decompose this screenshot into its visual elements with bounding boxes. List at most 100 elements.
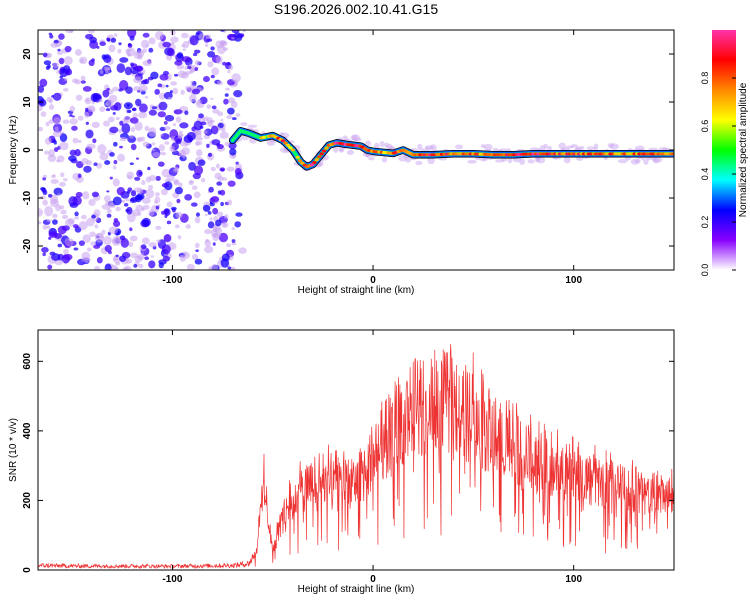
noise-point — [40, 186, 46, 191]
noise-point — [130, 126, 136, 133]
noise-point — [94, 265, 100, 270]
noise-point — [210, 119, 215, 123]
noise-point — [62, 178, 68, 182]
noise-point — [165, 84, 169, 88]
noise-point — [96, 256, 103, 264]
noise-point — [57, 225, 67, 235]
noise-point — [167, 96, 172, 100]
noise-point — [47, 264, 53, 270]
noise-point — [92, 138, 97, 144]
snr-x-ticks: -100 0 100 — [162, 330, 582, 585]
noise-point — [186, 263, 195, 270]
noise-point — [68, 155, 77, 162]
noise-point — [212, 108, 220, 114]
noise-point — [99, 41, 106, 47]
noise-point — [201, 177, 206, 183]
noise-point — [170, 206, 177, 211]
noise-point — [136, 137, 141, 142]
noise-point — [221, 128, 226, 133]
noise-point — [115, 116, 120, 121]
noise-point — [134, 176, 141, 181]
noise-point — [204, 214, 208, 217]
noise-point — [175, 211, 183, 219]
ridge-halo-point — [247, 124, 258, 128]
noise-point — [80, 80, 86, 84]
noise-point — [80, 75, 86, 81]
noise-point — [72, 137, 79, 144]
noise-point — [218, 232, 229, 243]
noise-point — [194, 258, 203, 265]
noise-point — [194, 216, 201, 224]
noise-point — [124, 265, 132, 270]
noise-point — [195, 212, 200, 217]
noise-point — [151, 142, 156, 146]
noise-point — [104, 263, 112, 270]
noise-point — [235, 212, 243, 217]
ridge-point — [280, 139, 286, 143]
noise-point — [60, 209, 67, 215]
ridge-halo-point — [529, 147, 540, 151]
noise-point — [196, 32, 200, 36]
noise-point — [207, 221, 215, 229]
noise-point — [53, 117, 61, 125]
noise-point — [45, 121, 50, 127]
noise-point — [127, 135, 137, 143]
noise-point — [61, 214, 69, 220]
noise-point — [215, 40, 223, 49]
noise-point — [125, 48, 131, 55]
noise-point — [63, 248, 69, 255]
noise-point — [223, 98, 229, 105]
ridge-halo-point — [364, 140, 372, 147]
noise-point — [147, 166, 151, 171]
noise-point — [99, 69, 104, 74]
snr-y-ticks: 0 200 400 600 — [22, 353, 674, 573]
noise-point — [210, 196, 220, 203]
ridge-halo-point — [643, 159, 649, 165]
noise-point — [136, 254, 145, 261]
noise-point — [166, 201, 173, 208]
x-tick-label: 100 — [565, 574, 582, 585]
noise-point — [206, 104, 212, 109]
noise-point — [184, 110, 189, 116]
noise-point — [193, 120, 203, 131]
noise-point — [117, 153, 125, 162]
noise-point — [231, 239, 236, 243]
noise-point — [125, 86, 133, 94]
ridge-halo-point — [342, 135, 348, 141]
ridge-halo-point — [563, 156, 571, 164]
noise-point — [57, 243, 63, 248]
noise-point — [84, 111, 90, 118]
noise-point — [211, 67, 220, 76]
noise-point — [154, 31, 164, 41]
noise-point — [216, 181, 223, 186]
noise-point — [231, 117, 237, 121]
noise-point — [157, 111, 167, 118]
noise-point — [103, 120, 110, 127]
noise-point — [193, 49, 201, 54]
noise-point — [58, 33, 65, 40]
noise-point — [190, 80, 194, 84]
noise-point — [151, 106, 158, 110]
noise-point — [102, 236, 112, 245]
noise-point — [141, 237, 150, 245]
x-tick-label: -100 — [162, 574, 182, 585]
noise-point — [138, 263, 144, 269]
noise-point — [115, 254, 119, 258]
noise-point — [91, 191, 100, 198]
ridge-halo-point — [427, 157, 435, 165]
noise-point — [38, 126, 44, 132]
ridge-halo-point — [346, 149, 355, 155]
noise-point — [106, 37, 111, 42]
noise-point — [111, 236, 121, 247]
noise-point — [137, 111, 147, 119]
noise-point — [210, 125, 219, 135]
noise-point — [142, 59, 152, 67]
noise-point — [117, 48, 122, 54]
noise-point — [202, 116, 209, 122]
noise-point — [177, 235, 182, 240]
noise-point — [180, 89, 185, 95]
noise-point — [127, 53, 131, 57]
noise-point — [227, 107, 235, 115]
noise-point — [161, 183, 170, 188]
